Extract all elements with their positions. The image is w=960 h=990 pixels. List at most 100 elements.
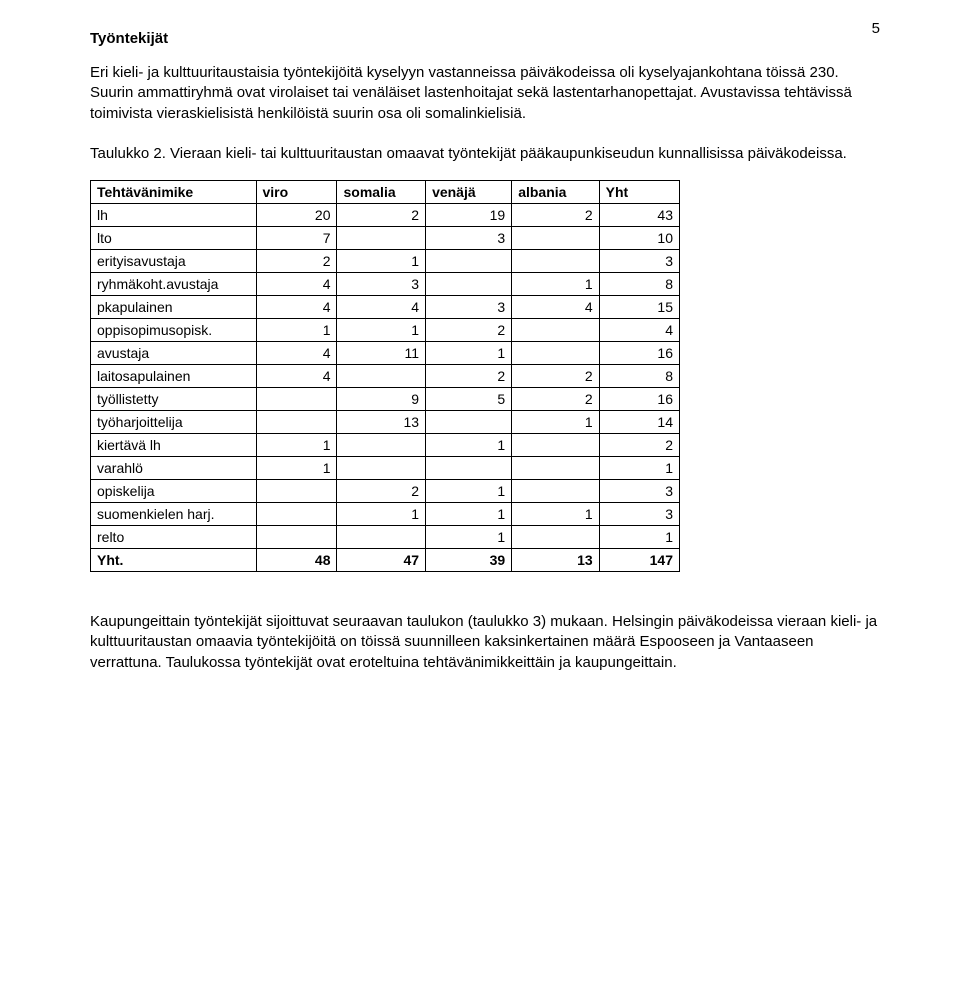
section-heading: Työntekijät — [90, 30, 880, 47]
table-cell: 5 — [426, 388, 512, 411]
table-cell: avustaja — [91, 342, 257, 365]
table-cell: 1 — [256, 457, 337, 480]
table-cell: 47 — [337, 549, 426, 572]
table-row: avustaja411116 — [91, 342, 680, 365]
table-cell — [426, 411, 512, 434]
table-cell — [337, 434, 426, 457]
table-cell: 2 — [426, 319, 512, 342]
col-header: venäjä — [426, 181, 512, 204]
table-cell: 4 — [337, 296, 426, 319]
table-total-row: Yht.48473913147 — [91, 549, 680, 572]
table-cell — [256, 503, 337, 526]
table-cell: 3 — [337, 273, 426, 296]
table-body: lh20219243lto7310erityisavustaja213ryhmä… — [91, 204, 680, 572]
page-number: 5 — [872, 20, 880, 37]
table-cell: 1 — [337, 250, 426, 273]
table-cell — [426, 273, 512, 296]
table-cell: varahlö — [91, 457, 257, 480]
table-cell: 147 — [599, 549, 679, 572]
table-cell — [512, 480, 599, 503]
table-cell — [256, 411, 337, 434]
col-header: Tehtävänimike — [91, 181, 257, 204]
table-cell: 2 — [337, 204, 426, 227]
table-cell: 1 — [512, 273, 599, 296]
table-cell: 10 — [599, 227, 679, 250]
table-row: opiskelija213 — [91, 480, 680, 503]
table-cell: suomenkielen harj. — [91, 503, 257, 526]
table-cell: 2 — [512, 204, 599, 227]
table-row: laitosapulainen4228 — [91, 365, 680, 388]
table-cell: 3 — [599, 503, 679, 526]
table-cell: lh — [91, 204, 257, 227]
paragraph-2: Kaupungeittain työntekijät sijoittuvat s… — [90, 612, 880, 673]
table-cell: 8 — [599, 273, 679, 296]
col-header: albania — [512, 181, 599, 204]
table-cell: laitosapulainen — [91, 365, 257, 388]
table-cell: lto — [91, 227, 257, 250]
table-cell: 1 — [512, 411, 599, 434]
table-cell: 43 — [599, 204, 679, 227]
table-cell: 4 — [256, 296, 337, 319]
table-cell — [337, 227, 426, 250]
table-cell: 13 — [337, 411, 426, 434]
table-cell — [512, 250, 599, 273]
table-cell: 4 — [256, 365, 337, 388]
table-cell: 1 — [426, 480, 512, 503]
table-cell: 1 — [337, 319, 426, 342]
table-cell: 48 — [256, 549, 337, 572]
table-cell: 3 — [426, 227, 512, 250]
table-row: lto7 3 10 — [91, 227, 680, 250]
table-cell: ryhmäkoht.avustaja — [91, 273, 257, 296]
table-cell: 1 — [426, 526, 512, 549]
table-cell — [426, 250, 512, 273]
table-cell: 2 — [256, 250, 337, 273]
table-row: kiertävä lh112 — [91, 434, 680, 457]
table-cell: 4 — [256, 273, 337, 296]
page-container: 5 Työntekijät Eri kieli- ja kulttuuritau… — [0, 0, 960, 990]
table-row: oppisopimusopisk.1124 — [91, 319, 680, 342]
table-cell — [337, 457, 426, 480]
table-cell: 1 — [426, 434, 512, 457]
table-cell: 7 — [256, 227, 337, 250]
table-cell — [337, 365, 426, 388]
table-cell: 19 — [426, 204, 512, 227]
table-row: relto 1 1 — [91, 526, 680, 549]
table-cell: 1 — [426, 503, 512, 526]
table-cell: 1 — [256, 434, 337, 457]
table-cell: kiertävä lh — [91, 434, 257, 457]
table-cell: 11 — [337, 342, 426, 365]
table-cell: 13 — [512, 549, 599, 572]
table-cell: 2 — [512, 365, 599, 388]
table-cell — [256, 388, 337, 411]
table-cell: 1 — [599, 457, 679, 480]
table-row: työharjoittelija13114 — [91, 411, 680, 434]
col-header: Yht — [599, 181, 679, 204]
col-header: somalia — [337, 181, 426, 204]
table-cell: 1 — [599, 526, 679, 549]
table-row: suomenkielen harj.1113 — [91, 503, 680, 526]
table-cell: 3 — [599, 480, 679, 503]
data-table: Tehtävänimike viro somalia venäjä albani… — [90, 180, 680, 572]
table-cell: työllistetty — [91, 388, 257, 411]
table-cell: Yht. — [91, 549, 257, 572]
table-cell: 1 — [256, 319, 337, 342]
table-caption: Taulukko 2. Vieraan kieli- tai kulttuuri… — [90, 144, 880, 164]
col-header: viro — [256, 181, 337, 204]
table-cell: 4 — [599, 319, 679, 342]
table-cell: 1 — [512, 503, 599, 526]
table-cell: 1 — [426, 342, 512, 365]
table-cell: 2 — [337, 480, 426, 503]
table-cell: pkapulainen — [91, 296, 257, 319]
table-cell — [512, 526, 599, 549]
table-cell: 1 — [337, 503, 426, 526]
table-cell: relto — [91, 526, 257, 549]
table-row: varahlö11 — [91, 457, 680, 480]
table-row: ryhmäkoht.avustaja43 18 — [91, 273, 680, 296]
table-cell: oppisopimusopisk. — [91, 319, 257, 342]
table-cell: 3 — [426, 296, 512, 319]
table-cell: työharjoittelija — [91, 411, 257, 434]
table-cell: erityisavustaja — [91, 250, 257, 273]
table-cell — [512, 319, 599, 342]
table-cell: 3 — [599, 250, 679, 273]
table-cell: 16 — [599, 342, 679, 365]
